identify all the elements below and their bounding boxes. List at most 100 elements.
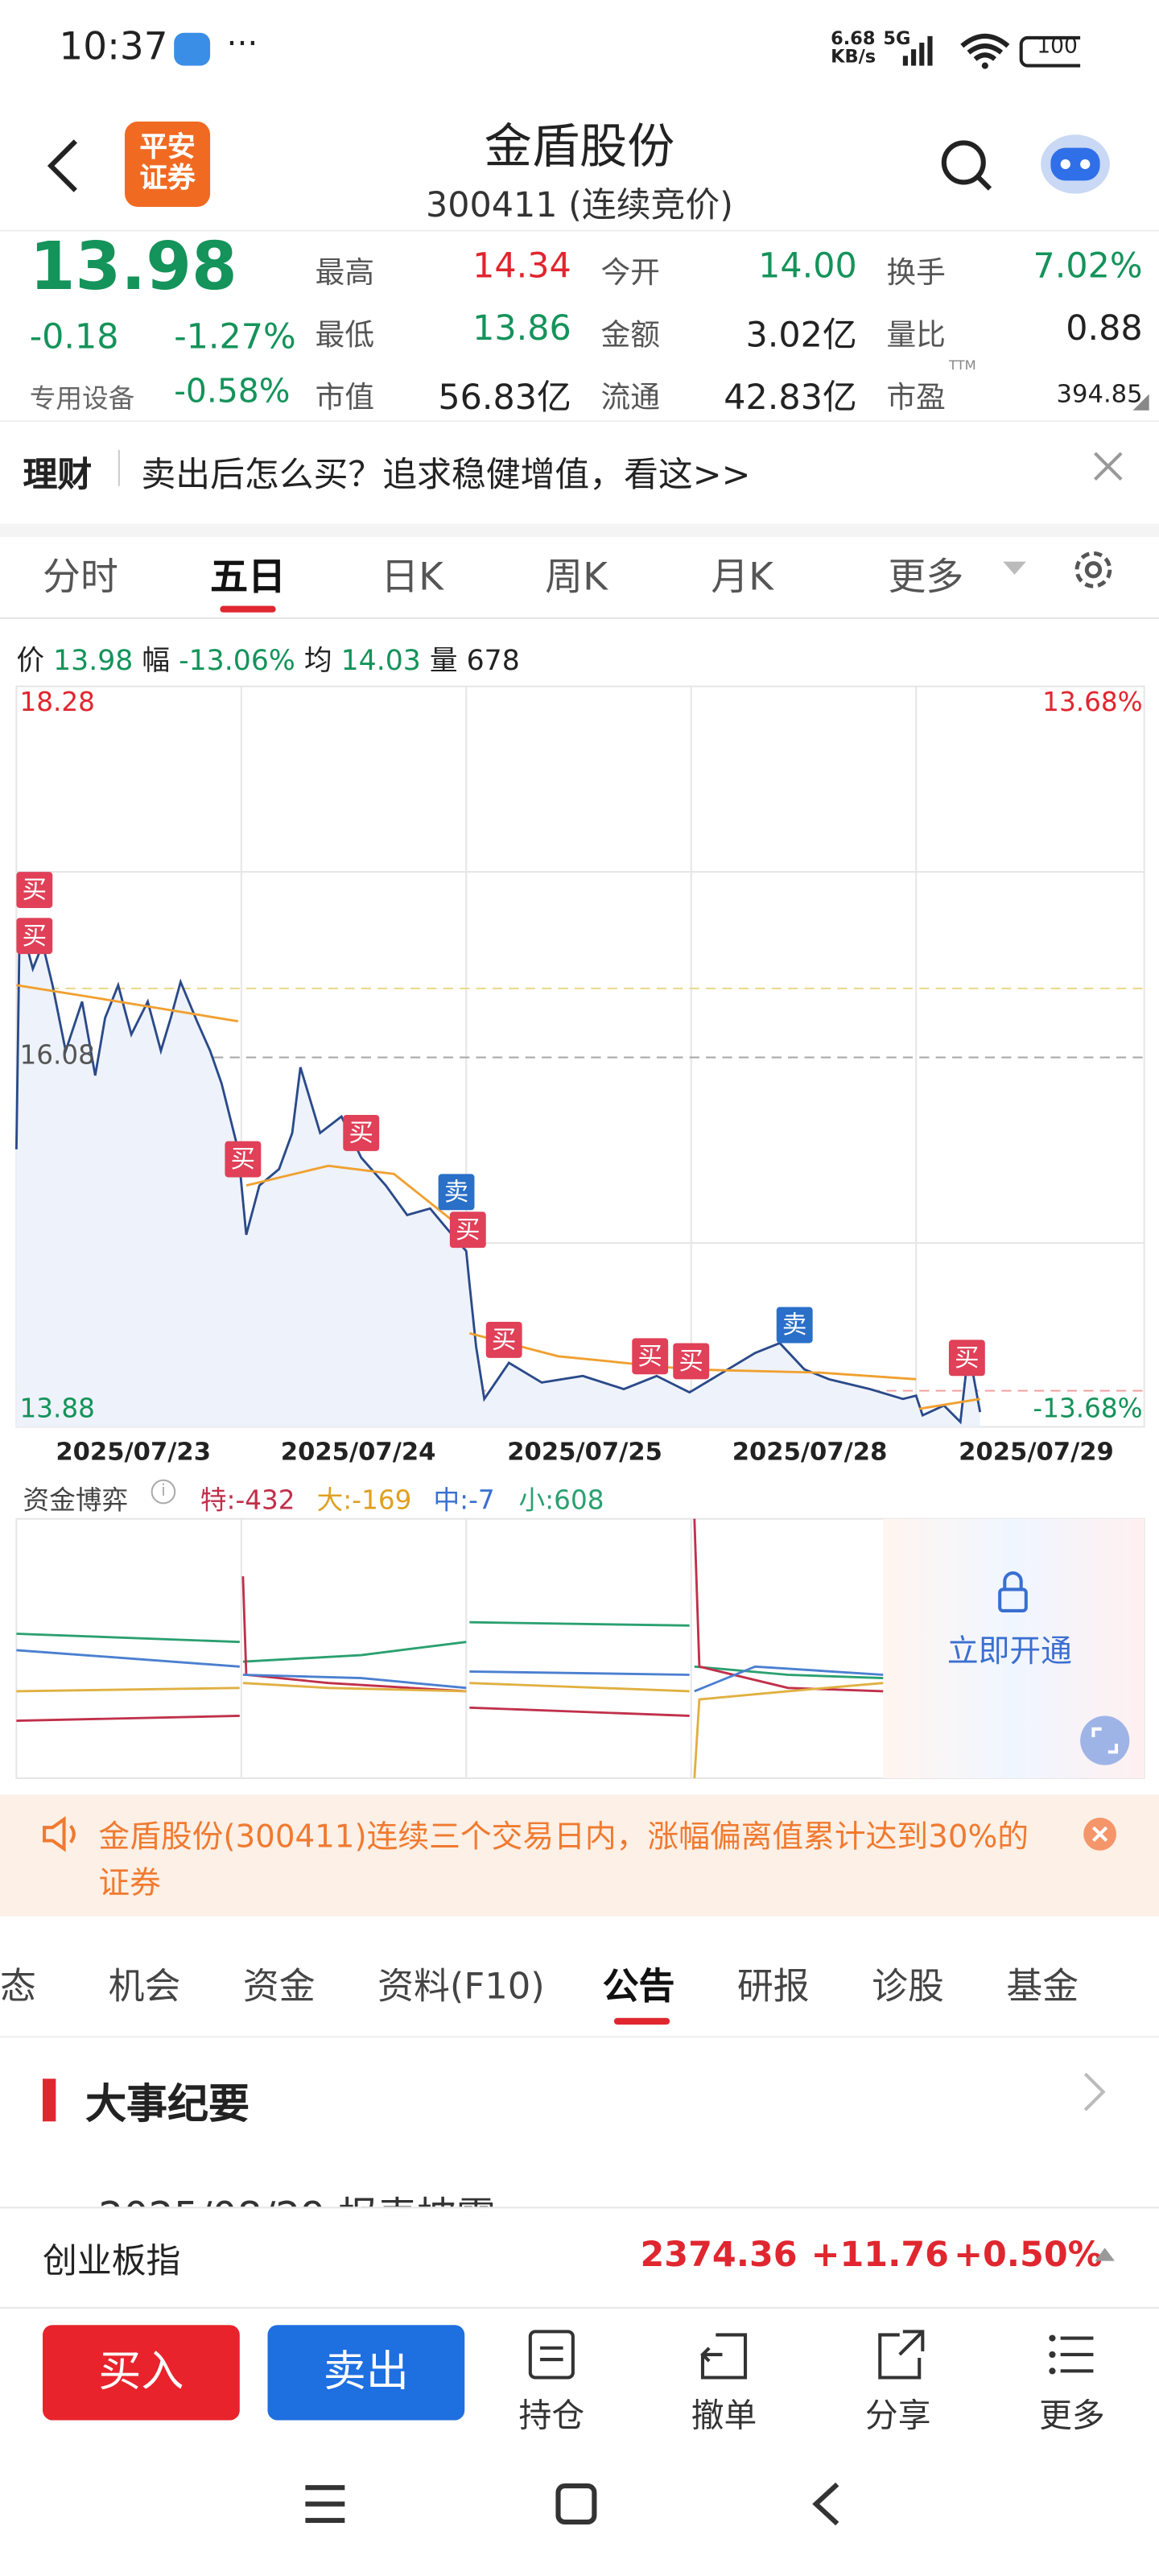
sub-tab-indicator (613, 2017, 670, 2025)
sell-button[interactable]: 卖出 (267, 2325, 465, 2421)
stat-value: 0.88 (1066, 308, 1143, 349)
sub-tab[interactable]: 资料(F10) (377, 1967, 545, 2008)
stat-value: 7.02% (1033, 246, 1143, 286)
y-right-label: 13.68% (1042, 686, 1143, 718)
signal: 5G (883, 27, 911, 50)
index-value: 2374.36 (640, 2235, 798, 2274)
stat-value: 394.85 (1056, 379, 1143, 409)
info-label: 幅 (142, 645, 171, 679)
sub-tab-active[interactable]: 公告 (602, 1967, 675, 2008)
section-arrow[interactable] (1080, 2069, 1110, 2115)
stat-label: 最低 (315, 318, 375, 353)
tab[interactable]: 日K (381, 556, 443, 600)
date-label: 2025/07/28 (732, 1436, 888, 1467)
dropdown-arrow (1003, 561, 1026, 575)
section-item: 2025/08/29 报表披露 (98, 2184, 496, 2207)
stat-label: 市盈 (886, 381, 946, 416)
fund-title: 资金博弈 (23, 1484, 129, 1516)
fund-item: 特:-432 (200, 1484, 295, 1516)
sector-change: -0.58% (174, 370, 291, 411)
stat-label: 最高 (315, 256, 375, 291)
fund-item: 中:-7 (433, 1484, 495, 1516)
clock: 10:37 (59, 26, 168, 69)
action-item[interactable]: 分享 (864, 2395, 931, 2435)
battery: 100 (1037, 34, 1078, 60)
notice-close[interactable] (1082, 1816, 1118, 1852)
net-unit: KB/s (831, 46, 876, 68)
tab[interactable]: 月K (711, 556, 773, 600)
action-item[interactable]: 持仓 (518, 2395, 585, 2435)
tab-indicator (220, 605, 276, 613)
index-pct: +0.50% (954, 2235, 1103, 2274)
nav-bar (305, 2482, 839, 2526)
unlock-button[interactable]: 立即开通 (947, 1633, 1072, 1670)
tab[interactable]: 分时 (43, 556, 118, 600)
banner-label: 理财 (23, 454, 93, 494)
stock-name: 金盾股份 (484, 118, 675, 175)
divider (0, 2036, 1159, 2038)
price-change-pct: -1.27% (174, 316, 296, 357)
net-speed: 6.68 KB/s (831, 30, 876, 66)
stat-label: 金额 (600, 318, 660, 353)
trade-marker: 卖 (776, 1307, 813, 1344)
app-icon (174, 32, 211, 66)
action-icons (528, 2330, 1094, 2380)
section-clip: 2025/08/29 报表披露 (0, 2178, 1159, 2207)
index-change: +11.76 (810, 2235, 950, 2274)
date-label: 2025/07/23 (56, 1436, 212, 1467)
stat-label: 流通 (600, 381, 660, 416)
trade-marker: 买 (343, 1114, 380, 1151)
stat-value: 3.02亿 (745, 315, 857, 355)
settings-button[interactable] (1070, 547, 1116, 592)
price-change: -0.18 (29, 316, 119, 357)
banner[interactable] (0, 420, 1159, 537)
robot-button[interactable] (1037, 128, 1113, 200)
trade-marker: 买 (16, 918, 53, 955)
stat-value: 56.83亿 (438, 378, 571, 418)
sub-tab[interactable]: 诊股 (872, 1967, 944, 2008)
tab[interactable]: 更多 (888, 556, 964, 600)
stat-label: 今开 (600, 256, 660, 291)
chart-info: 价 13.98 幅 -13.06% 均 14.03 量 678 (16, 637, 519, 679)
stat-value: 42.83亿 (724, 378, 857, 418)
y-left-label: 16.08 (19, 1039, 95, 1071)
info-icon[interactable]: i (151, 1479, 176, 1505)
trade-marker: 买 (632, 1338, 669, 1375)
status-icons (902, 33, 1081, 69)
index-bar[interactable] (0, 2207, 1159, 2309)
sub-tab[interactable]: 机会 (108, 1967, 181, 2008)
net-value: 6.68 (831, 27, 876, 50)
banner-close[interactable] (1090, 448, 1126, 485)
speaker-icon (43, 1816, 76, 1852)
notice-bar[interactable] (0, 1794, 1159, 1917)
banner-text: 卖出后怎么买？追求稳健增值，看这>> (141, 454, 751, 494)
price-chart (14, 685, 1145, 1780)
trade-marker: 买 (485, 1321, 522, 1358)
sub-tab[interactable]: 研报 (736, 1967, 810, 2008)
stat-value: 14.34 (472, 246, 571, 286)
date-label: 2025/07/24 (280, 1436, 436, 1467)
trade-marker: 买 (449, 1212, 486, 1249)
y-right-label: -13.68% (1033, 1392, 1143, 1424)
sub-tab[interactable]: 动态 (0, 1967, 36, 2008)
broker-logo: 平安 证券 (125, 121, 211, 208)
corner-mark (1132, 394, 1149, 411)
banner-sep (118, 449, 120, 486)
sub-tab[interactable]: 资金 (242, 1967, 316, 2008)
info-label: 价 (16, 645, 45, 679)
action-item[interactable]: 更多 (1039, 2395, 1105, 2435)
divider (0, 229, 1159, 232)
sub-tab[interactable]: 基金 (1006, 1967, 1079, 2008)
trade-marker: 卖 (438, 1174, 475, 1211)
action-item[interactable]: 撤单 (691, 2395, 757, 2435)
logo-line: 证券 (139, 162, 196, 196)
buy-button[interactable]: 买入 (43, 2325, 240, 2421)
stock-code: 300411 (连续竞价) (426, 185, 733, 225)
search-button[interactable] (939, 138, 995, 193)
tab-active[interactable]: 五日 (210, 556, 286, 600)
back-button[interactable] (43, 138, 85, 193)
stat-value: 14.00 (758, 246, 857, 286)
tab[interactable]: 周K (545, 556, 608, 600)
index-name: 创业板指 (43, 2241, 181, 2281)
